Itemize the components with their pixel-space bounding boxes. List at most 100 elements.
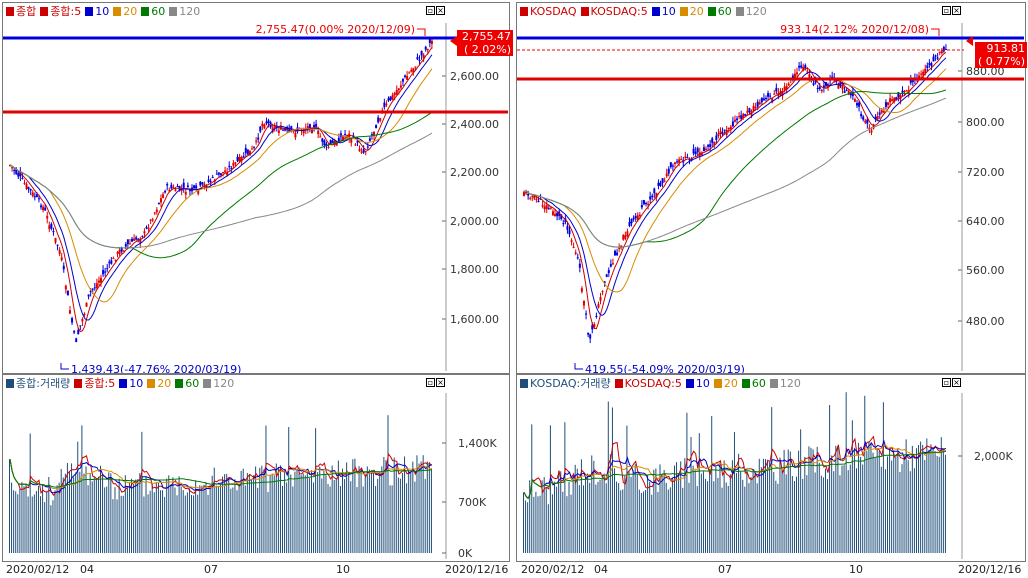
- candle-body: [585, 313, 588, 315]
- candle-body: [773, 93, 776, 95]
- volume-bar: [587, 473, 589, 553]
- close-icon[interactable]: ×: [952, 6, 961, 15]
- candle-body: [106, 268, 109, 270]
- volume-bar: [930, 444, 932, 553]
- candle-body: [541, 205, 544, 207]
- volume-bar: [128, 482, 130, 553]
- volume-bar: [319, 466, 321, 553]
- candle-body: [62, 265, 65, 270]
- candle-body: [265, 121, 268, 124]
- volume-bar: [645, 490, 647, 553]
- volume-bar: [694, 470, 696, 553]
- volume-bar: [787, 449, 789, 553]
- legend-swatch: [85, 7, 94, 16]
- volume-bar: [884, 469, 886, 553]
- volume-bar: [653, 469, 655, 553]
- volume-bar: [934, 451, 936, 553]
- candle-body: [308, 124, 311, 130]
- candle-body: [605, 274, 608, 277]
- volume-bar: [164, 496, 166, 553]
- candle-body: [27, 187, 30, 189]
- volume-bar: [864, 395, 866, 553]
- left-date-end: 2020/12/16: [445, 563, 509, 576]
- candle-body: [580, 288, 583, 292]
- volume-bar: [83, 473, 85, 553]
- volume-bar: [282, 485, 284, 553]
- candle-body: [48, 225, 51, 229]
- candle-body: [46, 215, 49, 219]
- volume-bar: [44, 502, 46, 553]
- right-price-panel[interactable]: KOSDAQ KOSDAQ:5 10 20 60 120 ▫ × 880.00 800.00…: [516, 2, 1027, 374]
- volume-bar: [868, 441, 870, 553]
- candle-body: [837, 84, 840, 89]
- volume-bar: [591, 455, 593, 553]
- candle-body: [731, 121, 734, 127]
- candle-body: [607, 270, 610, 274]
- candle-body: [153, 212, 156, 214]
- candle-body: [329, 140, 332, 144]
- close-icon[interactable]: ×: [436, 6, 445, 15]
- candle-body: [887, 102, 890, 105]
- close-icon[interactable]: ×: [436, 378, 445, 387]
- candle-body: [645, 203, 648, 205]
- volume-bar: [820, 475, 822, 553]
- legend-item: 10: [685, 377, 712, 390]
- candle-body: [901, 90, 904, 93]
- candle-body: [868, 127, 871, 130]
- price-axis-label: 1,800.00: [450, 263, 499, 276]
- candle-body: [195, 185, 198, 189]
- maximize-icon[interactable]: ▫: [426, 6, 435, 15]
- volume-bar: [640, 492, 642, 553]
- right-date-start: 2020/02/12: [521, 563, 585, 576]
- candle-body: [884, 102, 887, 107]
- candle-body: [843, 90, 846, 93]
- right-date-tick-04: 04: [594, 563, 608, 576]
- legend-item: 종합: [6, 5, 38, 18]
- volume-bar: [721, 487, 723, 553]
- volume-bar: [168, 475, 170, 553]
- candle-body: [393, 93, 396, 96]
- maximize-icon[interactable]: ▫: [426, 378, 435, 387]
- volume-bar: [255, 466, 257, 553]
- volume-bar: [112, 499, 114, 553]
- volume-bar: [572, 474, 574, 553]
- left-price-panel[interactable]: 종합 종합:5 10 20 60 120 ▫ × 2,600.00 2,400.00 2,20…: [2, 2, 513, 374]
- maximize-icon[interactable]: ▫: [942, 6, 951, 15]
- candle-body: [891, 99, 894, 102]
- candle-body: [230, 167, 233, 169]
- maximize-icon[interactable]: ▫: [942, 378, 951, 387]
- candle-body: [164, 190, 167, 193]
- volume-bar: [746, 471, 748, 553]
- volume-bar: [228, 477, 230, 553]
- volume-bar: [570, 494, 572, 553]
- legend-item: KOSDAQ:거래량: [520, 377, 613, 390]
- volume-bar: [845, 392, 847, 553]
- volume-bar: [533, 496, 535, 553]
- volume-bar: [725, 482, 727, 553]
- volume-bar: [719, 462, 721, 553]
- volume-bar: [300, 474, 302, 553]
- volume-bar: [740, 471, 742, 553]
- candle-body: [337, 137, 340, 143]
- candle-body: [25, 184, 28, 189]
- candle-body: [576, 257, 579, 259]
- volume-bar: [79, 471, 81, 553]
- volume-bar: [250, 479, 252, 553]
- candle-body: [928, 62, 931, 65]
- close-icon[interactable]: ×: [952, 378, 961, 387]
- volume-bar: [133, 483, 135, 553]
- candle-body: [408, 72, 411, 74]
- candle-body: [665, 173, 668, 177]
- legend-label: 10: [95, 5, 110, 18]
- candle-body: [723, 129, 726, 131]
- volume-bar: [796, 476, 798, 553]
- volume-bar: [426, 461, 428, 553]
- candle-body: [899, 94, 902, 100]
- right-volume-panel[interactable]: KOSDAQ:거래량 KOSDAQ:5 10 20 60 120 ▫ × 2,000K: [516, 374, 1026, 562]
- volume-bar: [331, 465, 333, 553]
- volume-ma-10-line: [9, 459, 433, 494]
- candle-body: [876, 116, 879, 120]
- left-volume-panel[interactable]: 종합:거래량 종합:5 10 20 60 120 ▫ × 1,400K 700K 0K: [2, 374, 510, 562]
- candle-body: [779, 91, 782, 95]
- volume-bar: [271, 473, 273, 553]
